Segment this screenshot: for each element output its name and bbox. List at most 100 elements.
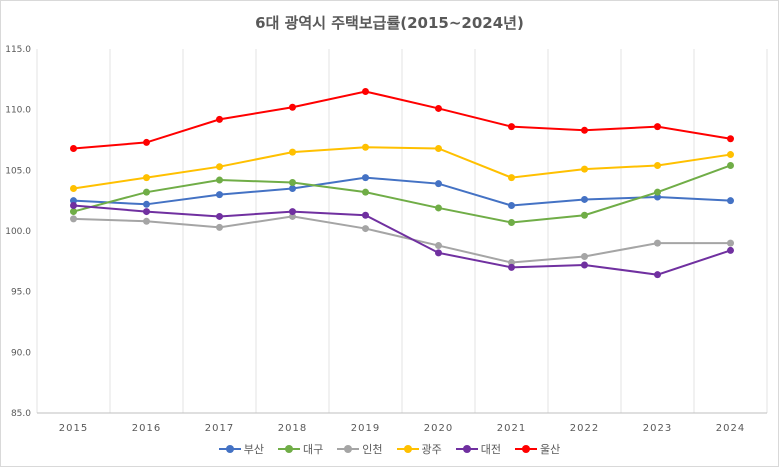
- y-tick-label: 85.0: [11, 409, 31, 419]
- chart-title: 6대 광역시 주택보급률(2015~2024년): [255, 14, 524, 32]
- data-point-대전: [581, 261, 588, 269]
- data-point-광주: [435, 144, 442, 152]
- x-tick-label: 2023: [643, 423, 672, 434]
- data-point-인천: [143, 217, 150, 225]
- y-tick-label: 105.0: [5, 166, 31, 176]
- data-point-광주: [216, 163, 223, 171]
- legend-marker-icon: [218, 444, 241, 454]
- y-tick-label: 95.0: [11, 288, 31, 298]
- y-tick-label: 110.0: [5, 106, 31, 116]
- data-point-울산: [143, 138, 150, 146]
- data-point-인천: [727, 239, 734, 247]
- legend-label: 인천: [362, 443, 383, 456]
- data-point-대전: [362, 211, 369, 219]
- series-line-울산: [73, 90, 731, 150]
- data-point-인천: [654, 239, 661, 247]
- data-point-대전: [143, 208, 150, 216]
- data-point-광주: [289, 148, 296, 156]
- data-point-대구: [143, 188, 150, 196]
- x-tick-label: 2021: [497, 423, 526, 434]
- legend-marker-icon: [455, 444, 478, 454]
- y-tick-label: 115.0: [5, 45, 31, 55]
- data-point-광주: [508, 174, 515, 182]
- data-point-대전: [654, 271, 661, 279]
- data-point-대구: [70, 208, 77, 216]
- data-point-부산: [362, 174, 369, 182]
- data-point-대구: [727, 161, 734, 169]
- data-point-울산: [216, 115, 223, 123]
- data-point-부산: [289, 185, 296, 193]
- data-point-부산: [727, 197, 734, 205]
- data-point-광주: [143, 174, 150, 182]
- data-point-울산: [435, 104, 442, 112]
- x-tick-label: 2020: [424, 423, 453, 434]
- data-point-대전: [727, 246, 734, 254]
- legend-item: 인천: [337, 441, 383, 457]
- data-point-울산: [508, 123, 515, 131]
- series-line-부산: [73, 176, 731, 207]
- legend-label: 부산: [243, 443, 264, 456]
- legend-label: 대구: [303, 443, 324, 456]
- data-point-부산: [143, 200, 150, 208]
- y-tick-label: 100.0: [5, 227, 31, 237]
- data-point-대전: [508, 263, 515, 271]
- data-point-부산: [216, 191, 223, 199]
- x-tick-label: 2022: [570, 423, 599, 434]
- data-point-광주: [362, 143, 369, 151]
- data-point-인천: [435, 242, 442, 250]
- x-tick-label: 2017: [205, 423, 234, 434]
- series-line-대전: [73, 204, 731, 276]
- data-point-광주: [654, 161, 661, 169]
- data-point-부산: [70, 197, 77, 205]
- series-line-광주: [73, 146, 731, 190]
- data-point-울산: [581, 126, 588, 134]
- legend-item: 울산: [515, 441, 560, 457]
- data-point-인천: [70, 215, 77, 223]
- data-point-인천: [581, 252, 588, 260]
- data-point-대전: [289, 208, 296, 216]
- data-point-광주: [727, 151, 734, 159]
- legend: 부산 대구 인천 광주 대전 울산: [0, 441, 779, 457]
- legend-marker-icon: [515, 444, 537, 454]
- data-point-광주: [581, 165, 588, 173]
- legend-item: 부산: [218, 441, 264, 457]
- data-point-대구: [289, 178, 296, 186]
- legend-label: 광주: [421, 443, 442, 456]
- data-point-대구: [654, 188, 661, 196]
- x-tick-label: 2018: [278, 423, 307, 434]
- data-point-인천: [508, 259, 515, 267]
- x-tick-label: 2019: [351, 423, 380, 434]
- series-line-대구: [73, 164, 731, 224]
- data-point-부산: [435, 180, 442, 188]
- data-point-대전: [70, 202, 77, 210]
- data-point-울산: [727, 135, 734, 143]
- data-point-대구: [216, 176, 223, 184]
- x-tick-label: 2015: [59, 423, 88, 434]
- data-point-대구: [508, 219, 515, 227]
- data-point-울산: [70, 144, 77, 152]
- data-point-울산: [654, 123, 661, 131]
- data-point-부산: [508, 202, 515, 210]
- data-point-대구: [435, 204, 442, 212]
- y-tick-label: 90.0: [11, 348, 31, 358]
- legend-label: 울산: [540, 443, 561, 456]
- data-point-광주: [70, 185, 77, 193]
- legend-marker-icon: [396, 444, 419, 454]
- data-point-울산: [362, 87, 369, 95]
- data-point-인천: [289, 212, 296, 220]
- data-point-인천: [216, 223, 223, 231]
- data-point-대구: [581, 211, 588, 219]
- legend-item: 대구: [278, 441, 323, 457]
- x-tick-label: 2016: [132, 423, 161, 434]
- series-line-인천: [73, 215, 731, 264]
- data-point-부산: [581, 195, 588, 203]
- data-point-울산: [289, 103, 296, 111]
- legend-marker-icon: [337, 444, 360, 454]
- legend-marker-icon: [278, 444, 300, 454]
- data-point-대전: [435, 249, 442, 257]
- data-point-대구: [362, 188, 369, 196]
- legend-item: 광주: [396, 441, 442, 457]
- data-point-부산: [654, 193, 661, 201]
- legend-label: 대전: [480, 443, 501, 456]
